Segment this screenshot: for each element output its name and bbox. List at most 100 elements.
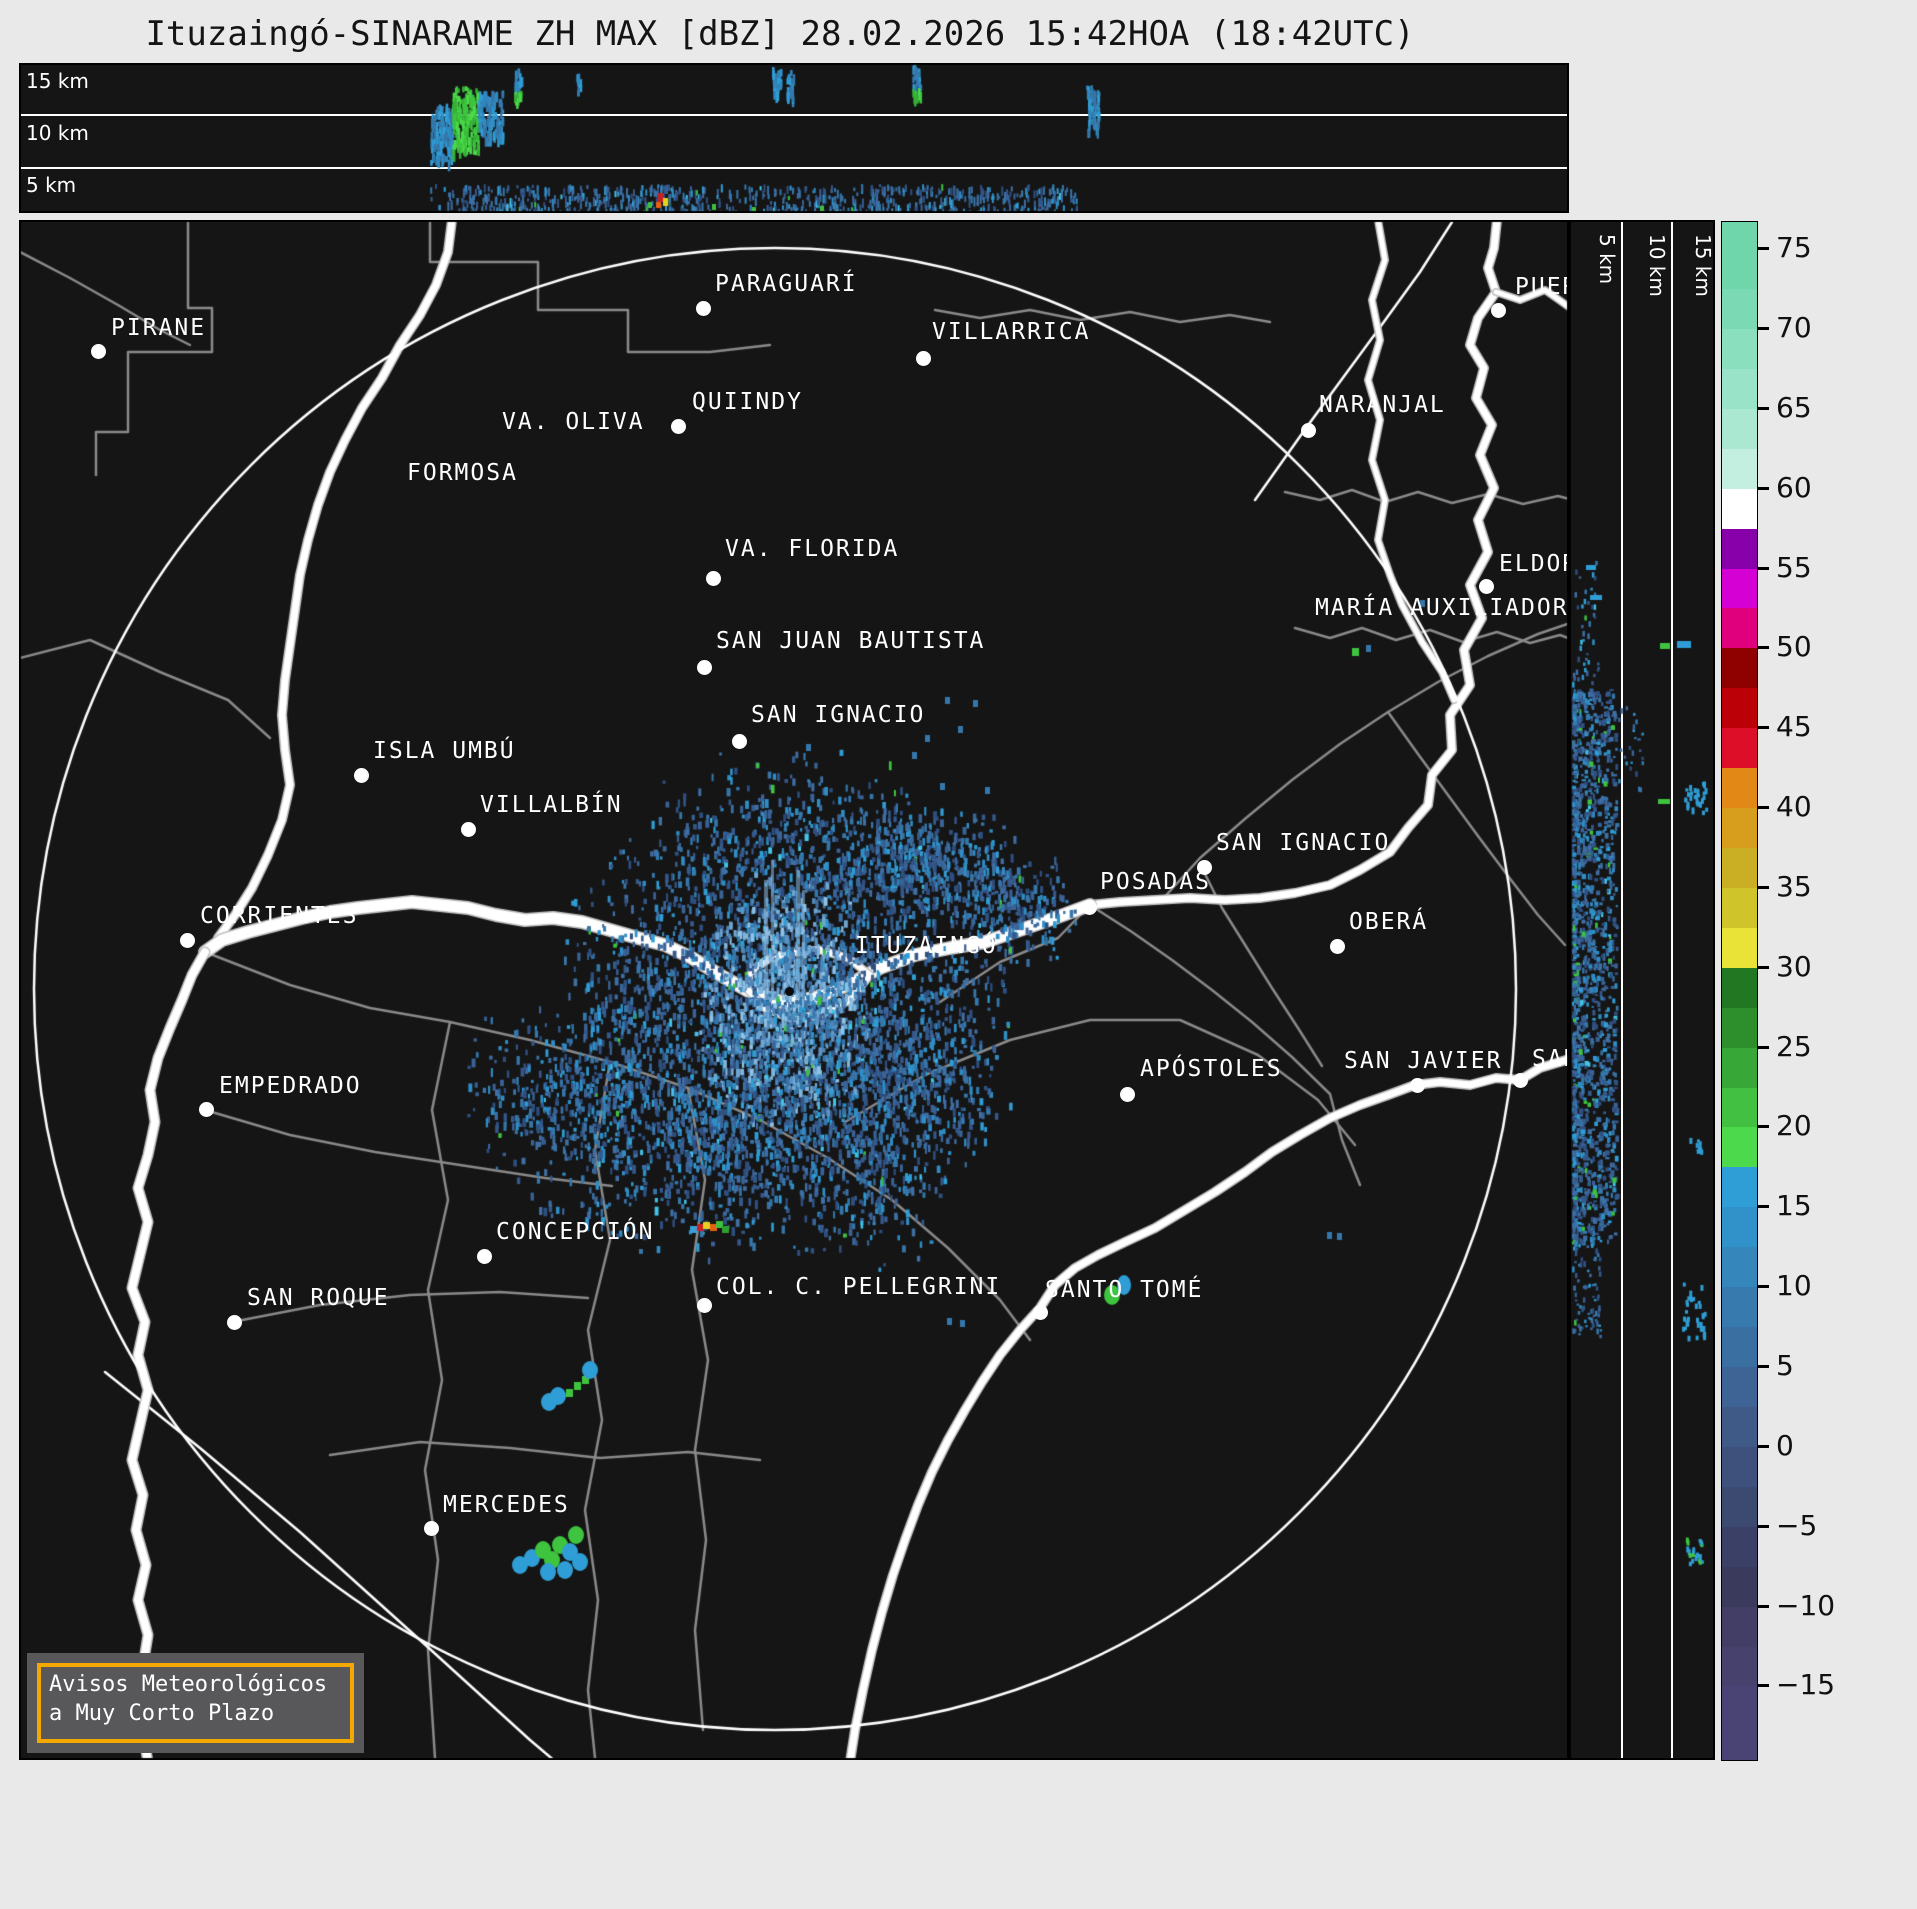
colorbar-tick xyxy=(1757,806,1769,810)
city-dot xyxy=(1082,900,1097,915)
colorbar-segment xyxy=(1722,728,1757,770)
city-dot xyxy=(91,344,106,359)
colorbar-tick-label: −15 xyxy=(1776,1668,1836,1702)
colorbar-segment xyxy=(1722,368,1757,410)
right-panel-label-5km: 5 km xyxy=(1595,234,1619,285)
colorbar-tick-label: 30 xyxy=(1776,949,1812,983)
city-dot xyxy=(227,1315,242,1330)
colorbar-tick-label: 50 xyxy=(1776,630,1812,664)
colorbar-segment xyxy=(1722,1327,1757,1369)
colorbar-segment xyxy=(1722,1127,1757,1169)
warning-stamp-text: Avisos Meteorológicos a Muy Corto Plazo xyxy=(49,1670,327,1728)
colorbar-segment xyxy=(1722,448,1757,490)
colorbar-segment xyxy=(1722,528,1757,570)
colorbar-tick-label: 75 xyxy=(1776,231,1812,265)
city-dot xyxy=(697,660,712,675)
colorbar-tick-label: 45 xyxy=(1776,710,1812,744)
city-label: SAN ROQUE xyxy=(247,1285,390,1311)
city-dot xyxy=(199,1102,214,1117)
colorbar-segment xyxy=(1722,1207,1757,1249)
colorbar-tick-label: 20 xyxy=(1776,1109,1812,1143)
colorbar-segment xyxy=(1722,688,1757,730)
colorbar-tick-label: 10 xyxy=(1776,1269,1812,1303)
warning-stamp: Avisos Meteorológicos a Muy Corto Plazo xyxy=(27,1653,364,1753)
colorbar-segment xyxy=(1722,1287,1757,1329)
colorbar-segment xyxy=(1722,808,1757,850)
city-dot xyxy=(671,419,686,434)
colorbar-tick-label: 55 xyxy=(1776,550,1812,584)
city-dot xyxy=(477,1249,492,1264)
colorbar-segment xyxy=(1722,1606,1757,1648)
colorbar-tick xyxy=(1757,1365,1769,1369)
altitude-line-10km-v xyxy=(1671,222,1673,1758)
city-label: QUIINDY xyxy=(692,389,803,415)
colorbar-segment xyxy=(1722,408,1757,450)
colorbar-tick-label: 70 xyxy=(1776,310,1812,344)
warning-line-2: a Muy Corto Plazo xyxy=(49,1701,275,1726)
top-panel-label-5km: 5 km xyxy=(26,173,77,197)
city-label: MARÍA AUXILIADORA xyxy=(1315,595,1569,621)
colorbar-segment xyxy=(1722,608,1757,650)
top-panel-label-15km: 15 km xyxy=(26,69,89,93)
city-label: EMPEDRADO xyxy=(219,1073,362,1099)
city-label: PARAGUARÍ xyxy=(715,271,858,297)
radar-map: PIRANE PARAGUARÍ VILLARRICA VA. OLIVA QUIIND… xyxy=(19,220,1569,1760)
city-dot xyxy=(696,301,711,316)
colorbar-tick xyxy=(1757,1045,1769,1049)
colorbar-tick-label: 15 xyxy=(1776,1189,1812,1223)
city-label: POSADAS xyxy=(1100,869,1211,895)
colorbar-segment xyxy=(1722,887,1757,929)
city-dot xyxy=(732,734,747,749)
city-dot xyxy=(1330,939,1345,954)
city-dot xyxy=(1033,1305,1048,1320)
city-dot xyxy=(1513,1073,1528,1088)
city-label: PIRANE xyxy=(111,315,207,341)
page-title: Ituzaingó-SINARAME ZH MAX [dBZ] 28.02.20… xyxy=(145,14,1415,54)
city-label: MERCEDES xyxy=(443,1492,570,1518)
colorbar-tick xyxy=(1757,965,1769,969)
city-label: VA. OLIVA xyxy=(502,409,645,435)
city-label: VILLALBÍN xyxy=(480,792,623,818)
city-dot xyxy=(1120,1087,1135,1102)
colorbar-tick-label: −5 xyxy=(1776,1508,1818,1542)
city-dot xyxy=(180,933,195,948)
colorbar-tick-label: 60 xyxy=(1776,470,1812,504)
city-label: APÓSTOLES xyxy=(1140,1056,1283,1082)
colorbar-segment xyxy=(1722,1726,1757,1760)
altitude-line-10km xyxy=(21,114,1567,116)
city-label: SAN IGNACIO xyxy=(1216,830,1391,856)
colorbar-segment xyxy=(1722,1486,1757,1528)
colorbar-tick xyxy=(1757,1444,1769,1448)
colorbar-segment xyxy=(1722,488,1757,530)
colorbar-tick xyxy=(1757,247,1769,251)
city-label: OBERÁ xyxy=(1349,909,1429,935)
colorbar-segment xyxy=(1722,1007,1757,1049)
city-dot xyxy=(1479,579,1494,594)
colorbar-tick-label: 25 xyxy=(1776,1029,1812,1063)
colorbar-tick xyxy=(1757,885,1769,889)
colorbar-segment xyxy=(1722,1406,1757,1448)
top-panel-label-10km: 10 km xyxy=(26,121,89,145)
colorbar-segment xyxy=(1722,648,1757,690)
colorbar-segment xyxy=(1722,328,1757,370)
colorbar-segment xyxy=(1722,1526,1757,1568)
colorbar-segment xyxy=(1722,848,1757,889)
colorbar-tick xyxy=(1757,726,1769,730)
colorbar-tick-label: 35 xyxy=(1776,869,1812,903)
colorbar-tick-label: 65 xyxy=(1776,390,1812,424)
city-label: ISLA UMBÚ xyxy=(373,738,516,764)
colorbar-segment xyxy=(1722,1087,1757,1129)
colorbar-segment xyxy=(1722,927,1757,969)
city-dot xyxy=(1301,423,1316,438)
city-label: CORRIENTES xyxy=(200,903,359,929)
colorbar-tick xyxy=(1757,566,1769,570)
dbz-colorbar xyxy=(1721,221,1758,1761)
city-dot xyxy=(354,768,369,783)
colorbar-segment xyxy=(1722,1367,1757,1408)
city-label: ITUZAINGÓ xyxy=(855,933,998,959)
city-label: SAN JUAN BAUTISTA xyxy=(716,628,986,654)
city-label: NARANJAL xyxy=(1319,392,1446,418)
colorbar-segment xyxy=(1722,222,1757,251)
colorbar-segment xyxy=(1722,1446,1757,1488)
